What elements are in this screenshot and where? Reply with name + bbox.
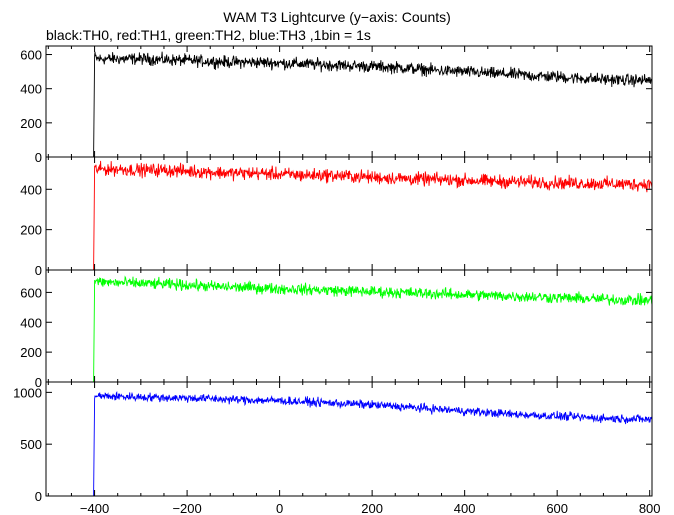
chart-title: WAM T3 Lightcurve (y−axis: Counts)	[223, 9, 451, 25]
x-tick-label: −200	[172, 501, 201, 515]
y-tick-label: 200	[20, 345, 42, 360]
y-tick-label: 400	[20, 182, 42, 197]
x-tick-label: 400	[454, 501, 476, 515]
x-tick-label: 800	[639, 501, 661, 515]
y-tick-label: 200	[20, 116, 42, 131]
panel-frame-3	[45, 381, 653, 497]
x-tick-label: 600	[546, 501, 568, 515]
x-tick-label: −400	[80, 501, 109, 515]
y-tick-label: 0	[35, 375, 42, 390]
series-line-th0	[46, 51, 653, 158]
series-line-th2	[46, 275, 653, 383]
series-line-th3	[46, 390, 653, 497]
y-tick-label: 500	[20, 437, 42, 452]
x-tick-label: 0	[276, 501, 283, 515]
y-tick-label: 1000	[13, 385, 42, 400]
y-tick-label: 600	[20, 285, 42, 300]
panel-frame-0	[45, 45, 653, 158]
y-tick-label: 0	[35, 263, 42, 278]
y-tick-label: 200	[20, 223, 42, 238]
chart-subtitle: black:TH0, red:TH1, green:TH2, blue:TH3 …	[46, 27, 371, 43]
y-tick-label: 600	[20, 48, 42, 63]
y-tick-label: 0	[35, 150, 42, 165]
y-tick-label: 400	[20, 82, 42, 97]
series-line-th1	[46, 160, 653, 271]
y-tick-label: 400	[20, 315, 42, 330]
x-tick-label: 200	[361, 501, 383, 515]
y-tick-label: 0	[35, 489, 42, 504]
